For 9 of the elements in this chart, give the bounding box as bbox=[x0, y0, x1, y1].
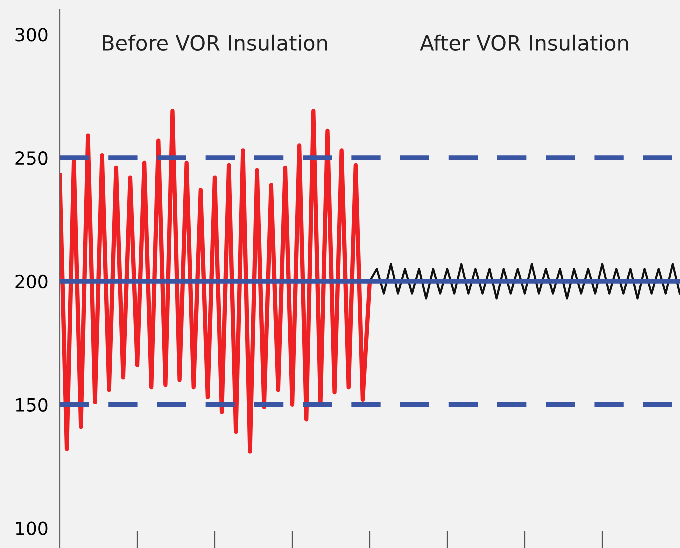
line-series bbox=[60, 109, 372, 454]
y-tick-label: 250 bbox=[16, 152, 48, 166]
y-tick-label: 300 bbox=[16, 28, 48, 42]
annotation: Before VOR Insulation bbox=[103, 34, 328, 52]
y-tick-label: 100 bbox=[16, 522, 48, 536]
annotation: After VOR Insulation bbox=[420, 34, 628, 52]
line-series bbox=[368, 263, 680, 300]
y-tick-label: 200 bbox=[16, 274, 48, 289]
y-tick-label: 150 bbox=[16, 398, 48, 412]
